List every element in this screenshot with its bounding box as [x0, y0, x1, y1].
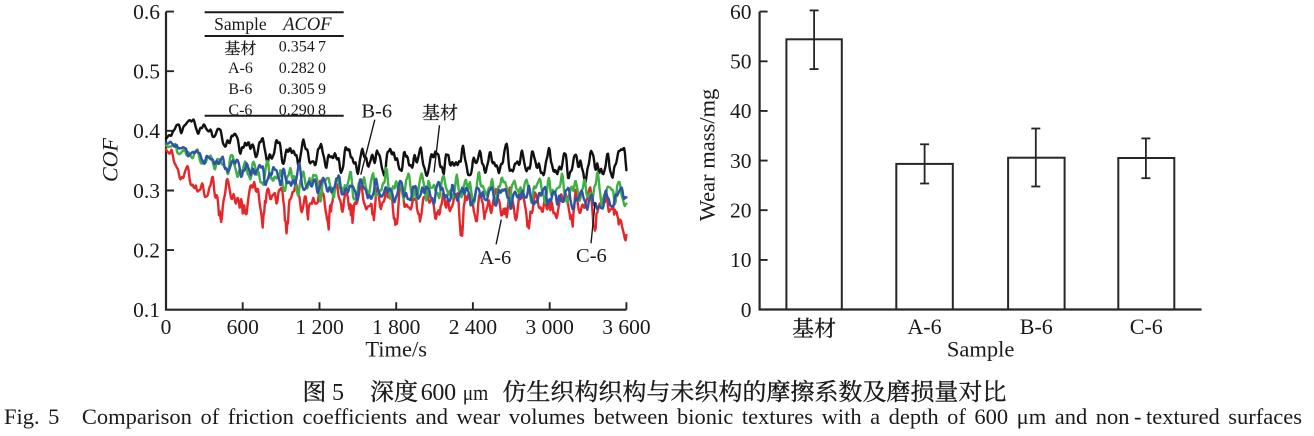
svg-text:30: 30 [730, 149, 752, 173]
svg-text:600: 600 [227, 315, 259, 339]
svg-text:0: 0 [161, 315, 172, 339]
svg-text:0.305 9: 0.305 9 [279, 81, 326, 98]
svg-text:A-6: A-6 [228, 60, 253, 77]
svg-text:B-6: B-6 [228, 81, 252, 98]
svg-text:C-6: C-6 [1130, 314, 1163, 339]
svg-text:0.290 8: 0.290 8 [279, 102, 326, 119]
svg-text:A-6: A-6 [907, 314, 941, 339]
svg-text:Time/s: Time/s [365, 337, 427, 362]
svg-text:0.6: 0.6 [133, 0, 160, 24]
svg-text:600: 600 [421, 380, 456, 406]
svg-text:Sample: Sample [214, 14, 267, 34]
svg-text:0.5: 0.5 [133, 60, 160, 84]
svg-text:Wear mass/mg: Wear mass/mg [695, 89, 720, 222]
svg-text:3 600: 3 600 [602, 315, 650, 339]
svg-text:Sample: Sample [947, 337, 1015, 362]
svg-text:2 400: 2 400 [449, 315, 497, 339]
svg-text:0.282 0: 0.282 0 [279, 60, 326, 77]
svg-text:μm: μm [463, 380, 489, 405]
svg-text:0: 0 [741, 298, 752, 322]
svg-text:0.2: 0.2 [133, 238, 160, 262]
svg-text:C-6: C-6 [576, 245, 607, 267]
svg-text:10: 10 [730, 248, 752, 272]
svg-text:B-6: B-6 [361, 101, 392, 123]
svg-text:3 000: 3 000 [526, 315, 574, 339]
svg-text:A-6: A-6 [479, 247, 511, 269]
svg-text:C-6: C-6 [228, 102, 252, 119]
svg-text:COF: COF [98, 137, 123, 182]
svg-text:ACOF: ACOF [281, 15, 332, 35]
svg-text:40: 40 [730, 99, 752, 123]
svg-text:20: 20 [730, 199, 752, 223]
svg-text:1 200: 1 200 [295, 315, 343, 339]
svg-text:5: 5 [332, 380, 344, 406]
svg-text:50: 50 [730, 50, 752, 74]
svg-text:B-6: B-6 [1020, 314, 1053, 339]
svg-text:1 800: 1 800 [372, 315, 420, 339]
svg-text:60: 60 [730, 0, 752, 24]
svg-text:0.354 7: 0.354 7 [279, 39, 326, 56]
svg-text:0.3: 0.3 [133, 179, 160, 203]
svg-text:0.1: 0.1 [133, 298, 160, 322]
svg-text:0.4: 0.4 [133, 119, 160, 143]
